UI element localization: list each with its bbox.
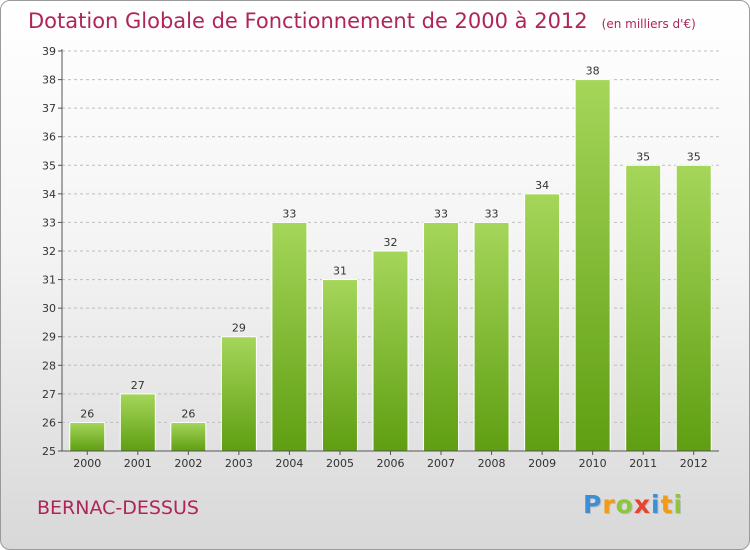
x-tick-label: 2000	[73, 457, 101, 470]
data-label: 35	[687, 150, 701, 163]
x-tick-label: 2003	[225, 457, 253, 470]
data-label: 38	[586, 65, 600, 78]
logo-letter: i	[673, 490, 684, 519]
y-tick-label: 36	[42, 131, 56, 144]
data-label: 31	[333, 265, 347, 278]
commune-name: BERNAC-DESSUS	[37, 497, 199, 519]
data-label: 26	[181, 407, 195, 420]
y-tick-label: 32	[42, 245, 56, 258]
logo-letter: o	[615, 490, 634, 519]
y-tick-label: 39	[42, 45, 56, 58]
y-tick-label: 33	[42, 216, 56, 229]
logo-letter: x	[633, 490, 651, 519]
data-label: 29	[232, 322, 246, 335]
x-tick-label: 2008	[478, 457, 506, 470]
logo-letter: i	[651, 490, 661, 519]
unit-note: (en milliers d'€)	[601, 17, 696, 31]
x-tick-label: 2010	[579, 457, 607, 470]
bar	[625, 164, 662, 452]
proxiti-logo: Proxiti	[583, 490, 683, 519]
y-tick-label: 29	[42, 331, 56, 344]
x-tick-label: 2001	[124, 457, 152, 470]
bar	[423, 221, 460, 452]
data-label: 26	[80, 407, 94, 420]
y-tick-label: 37	[42, 102, 56, 115]
y-tick-label: 27	[42, 388, 56, 401]
logo-letter: t	[660, 490, 674, 519]
bar	[372, 250, 409, 452]
x-tick-label: 2007	[427, 457, 455, 470]
data-label: 27	[131, 379, 145, 392]
data-label: 32	[384, 236, 398, 249]
data-label: 35	[636, 150, 650, 163]
data-label: 33	[282, 207, 296, 220]
bar	[170, 421, 207, 452]
bar	[321, 279, 358, 452]
bar	[69, 421, 106, 452]
x-tick-label: 2012	[680, 457, 708, 470]
logo-letter: P	[583, 490, 603, 519]
bar	[119, 393, 156, 452]
y-tick-label: 35	[42, 159, 56, 172]
x-tick-label: 2002	[174, 457, 202, 470]
y-tick-label: 28	[42, 359, 56, 372]
x-tick-label: 2009	[528, 457, 556, 470]
bar	[574, 79, 611, 452]
data-label: 33	[434, 207, 448, 220]
y-tick-label: 30	[42, 302, 56, 315]
y-tick-label: 25	[42, 445, 56, 458]
chart-title: Dotation Globale de Fonctionnement de 20…	[28, 9, 696, 33]
bar	[271, 221, 308, 452]
title-text: Dotation Globale de Fonctionnement de 20…	[28, 9, 588, 33]
x-tick-label: 2011	[629, 457, 657, 470]
x-tick-label: 2005	[326, 457, 354, 470]
y-tick-label: 31	[42, 274, 56, 287]
x-tick-label: 2004	[275, 457, 303, 470]
y-tick-label: 34	[42, 188, 56, 201]
bar	[675, 164, 712, 452]
data-label: 34	[535, 179, 549, 192]
y-tick-label: 38	[42, 74, 56, 87]
data-label: 33	[485, 207, 499, 220]
y-tick-label: 26	[42, 416, 56, 429]
logo-letter: r	[602, 490, 616, 519]
x-tick-label: 2006	[377, 457, 405, 470]
bar	[220, 336, 257, 452]
bar	[524, 193, 561, 452]
bar	[473, 221, 510, 452]
